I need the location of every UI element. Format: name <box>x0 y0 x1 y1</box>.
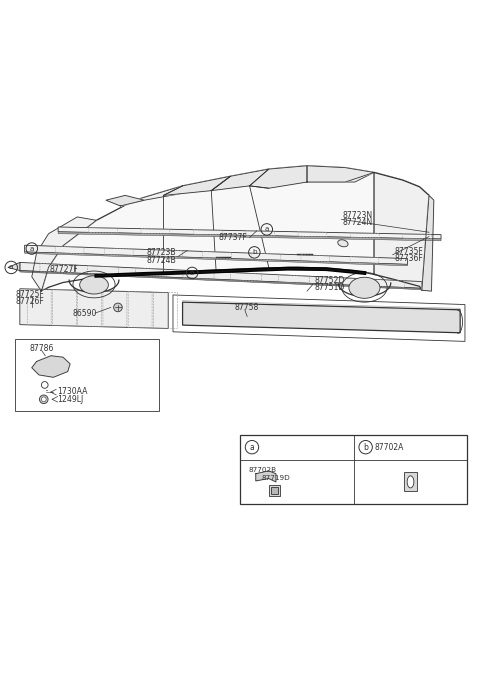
Ellipse shape <box>80 276 108 294</box>
Polygon shape <box>307 165 374 182</box>
Bar <box>269 485 280 496</box>
Text: b: b <box>252 250 257 256</box>
Polygon shape <box>32 217 96 291</box>
Polygon shape <box>20 262 422 288</box>
Bar <box>240 435 468 504</box>
Text: a: a <box>264 226 269 233</box>
Text: 87724N: 87724N <box>343 218 373 227</box>
Text: 87751D: 87751D <box>314 283 345 292</box>
Text: 87702B: 87702B <box>249 467 277 473</box>
Text: 87735F: 87735F <box>394 247 423 256</box>
Polygon shape <box>182 302 460 333</box>
Polygon shape <box>173 295 465 342</box>
Circle shape <box>114 303 122 312</box>
Text: 87758: 87758 <box>234 303 259 313</box>
Circle shape <box>39 395 48 403</box>
Polygon shape <box>250 165 307 188</box>
Text: 87736F: 87736F <box>394 254 423 263</box>
Text: a: a <box>250 443 254 452</box>
Text: b: b <box>363 443 368 452</box>
Polygon shape <box>256 471 276 482</box>
Polygon shape <box>422 195 434 291</box>
Text: 1730AA: 1730AA <box>57 387 87 396</box>
Polygon shape <box>24 252 408 266</box>
Text: 87726F: 87726F <box>15 297 44 306</box>
Bar <box>404 473 417 492</box>
Polygon shape <box>58 232 441 241</box>
Text: 1249LJ: 1249LJ <box>57 395 84 404</box>
Bar <box>15 339 158 411</box>
Ellipse shape <box>349 277 380 298</box>
Text: 87719D: 87719D <box>261 475 290 481</box>
Polygon shape <box>8 262 20 271</box>
Text: b: b <box>190 270 194 276</box>
Text: 87737F: 87737F <box>218 233 247 242</box>
Polygon shape <box>211 169 269 191</box>
Text: a: a <box>9 264 13 271</box>
Polygon shape <box>374 172 429 290</box>
Polygon shape <box>163 176 230 195</box>
Polygon shape <box>32 356 70 377</box>
Text: 87725F: 87725F <box>15 290 44 298</box>
Text: 87723B: 87723B <box>147 248 176 258</box>
Polygon shape <box>58 227 441 239</box>
Text: 86590: 86590 <box>72 308 97 318</box>
Ellipse shape <box>407 476 414 488</box>
Polygon shape <box>41 165 429 291</box>
Text: 87786: 87786 <box>29 344 54 353</box>
Circle shape <box>41 397 46 401</box>
Circle shape <box>41 382 48 388</box>
Text: 87723N: 87723N <box>343 211 373 220</box>
Ellipse shape <box>338 240 348 247</box>
Bar <box>271 487 278 494</box>
Polygon shape <box>24 245 408 264</box>
Polygon shape <box>20 289 168 328</box>
Text: a: a <box>30 245 34 252</box>
Text: 87727F: 87727F <box>50 265 79 274</box>
Polygon shape <box>120 165 374 206</box>
Text: 87724B: 87724B <box>147 256 177 264</box>
Polygon shape <box>106 195 144 206</box>
Polygon shape <box>20 271 422 290</box>
Text: 87752D: 87752D <box>314 276 345 285</box>
Text: 87702A: 87702A <box>375 443 404 452</box>
